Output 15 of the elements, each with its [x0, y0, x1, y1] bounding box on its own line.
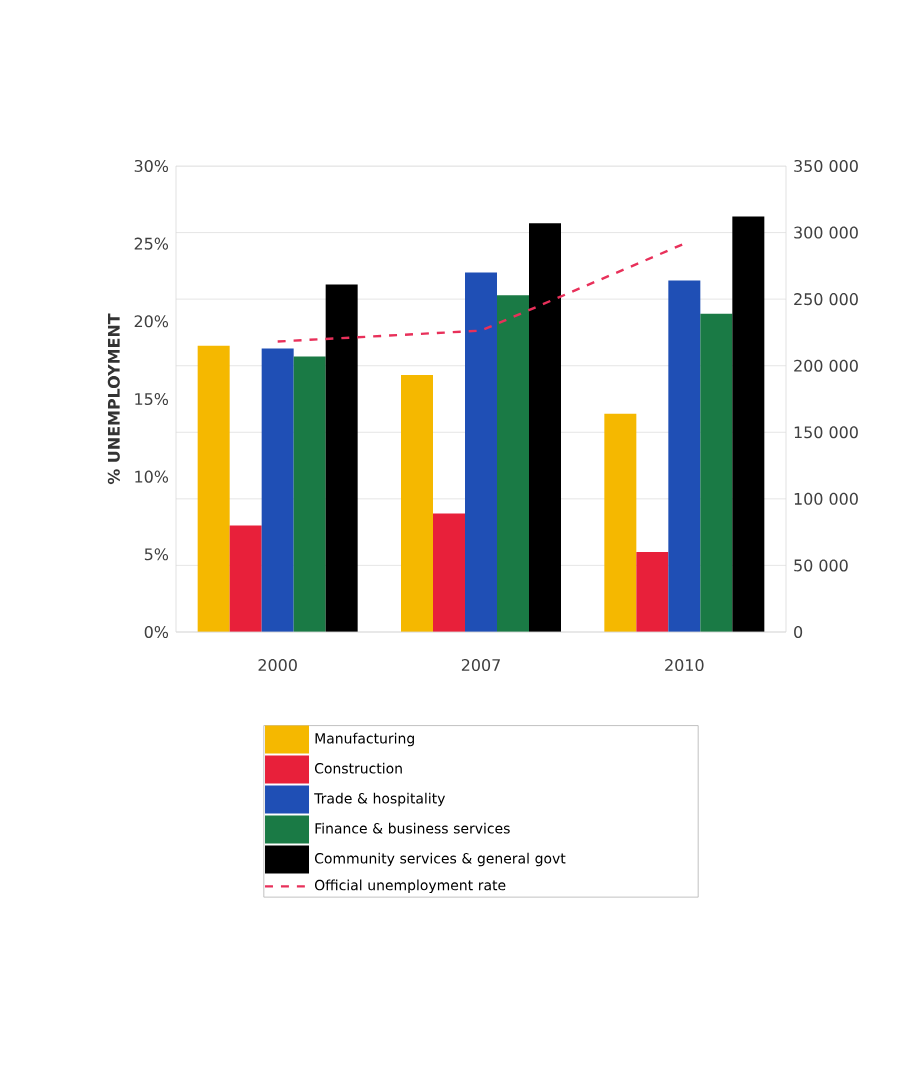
bar [732, 216, 765, 632]
bar [465, 272, 497, 632]
bar [293, 356, 326, 632]
bar [261, 348, 294, 632]
bar [529, 223, 561, 632]
bar [497, 295, 529, 632]
bar [668, 280, 701, 632]
bar [433, 513, 465, 632]
bar [229, 525, 262, 632]
bar [636, 552, 669, 632]
bar [700, 313, 733, 632]
bar [401, 375, 433, 632]
bar [197, 345, 230, 632]
bar [325, 284, 358, 632]
bar [604, 413, 637, 632]
